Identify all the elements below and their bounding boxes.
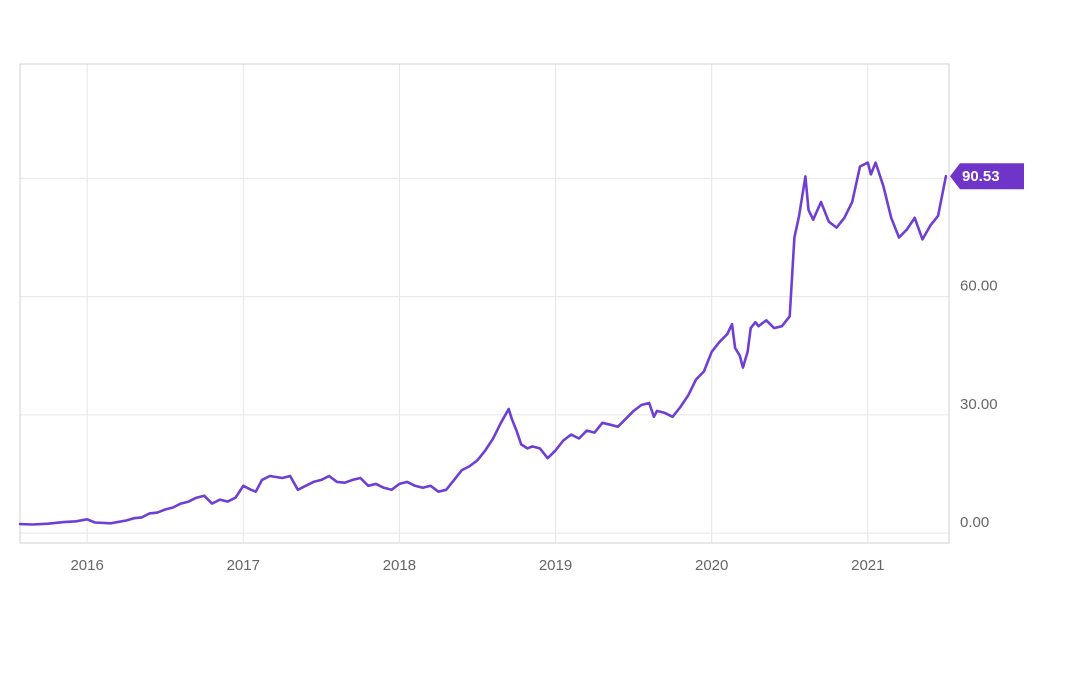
x-tick-label-2016: 2016 xyxy=(70,557,103,574)
x-tick-label-2019: 2019 xyxy=(539,557,572,574)
x-tick-label-2018: 2018 xyxy=(383,557,416,574)
x-tick-label-2020: 2020 xyxy=(695,557,728,574)
y-tick-label-60.00: 60.00 xyxy=(960,278,998,295)
last-value-badge: 90.53 xyxy=(950,163,1024,190)
gridlines xyxy=(20,64,949,543)
y-axis-ticks: 0.00 30.00 60.00 xyxy=(960,278,998,532)
x-tick-label-2021: 2021 xyxy=(851,557,884,574)
y-tick-label-30.00: 30.00 xyxy=(960,396,998,413)
series-line-0 xyxy=(18,161,948,526)
y-tick-label-0.00: 0.00 xyxy=(960,514,989,531)
last-value-badge-shape xyxy=(950,163,1024,190)
x-tick-label-2017: 2017 xyxy=(227,557,260,574)
series-layer xyxy=(18,161,948,526)
plot-frame xyxy=(19,63,950,544)
last-value-label: 90.53 xyxy=(962,168,1000,185)
x-axis-ticks: 2016 2017 2018 2019 2020 2021 xyxy=(70,557,884,574)
